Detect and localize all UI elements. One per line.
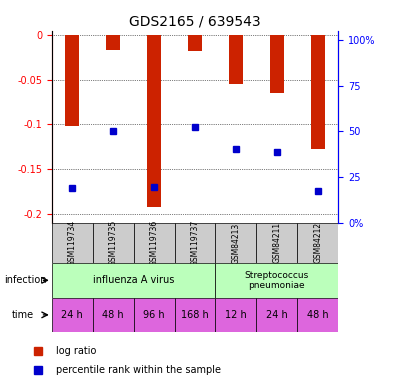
Text: 48 h: 48 h xyxy=(102,310,124,320)
FancyBboxPatch shape xyxy=(297,223,338,263)
FancyBboxPatch shape xyxy=(175,298,215,332)
Text: GSM84212: GSM84212 xyxy=(313,222,322,263)
FancyBboxPatch shape xyxy=(297,298,338,332)
Text: 96 h: 96 h xyxy=(143,310,165,320)
FancyBboxPatch shape xyxy=(215,298,256,332)
Bar xyxy=(311,35,325,149)
Bar xyxy=(270,35,284,93)
Bar xyxy=(65,35,79,126)
Text: 24 h: 24 h xyxy=(61,310,83,320)
Text: 12 h: 12 h xyxy=(225,310,247,320)
Title: GDS2165 / 639543: GDS2165 / 639543 xyxy=(129,14,261,28)
FancyBboxPatch shape xyxy=(52,298,93,332)
Bar xyxy=(188,35,202,51)
FancyBboxPatch shape xyxy=(215,223,256,263)
FancyBboxPatch shape xyxy=(215,263,338,298)
FancyBboxPatch shape xyxy=(93,223,134,263)
Text: GSM119736: GSM119736 xyxy=(150,220,158,266)
FancyBboxPatch shape xyxy=(256,298,297,332)
Text: GSM84211: GSM84211 xyxy=(272,222,281,263)
Bar xyxy=(229,35,243,84)
FancyBboxPatch shape xyxy=(93,298,134,332)
Text: GSM119735: GSM119735 xyxy=(109,220,118,266)
FancyBboxPatch shape xyxy=(175,223,215,263)
Text: time: time xyxy=(12,310,34,320)
FancyBboxPatch shape xyxy=(52,263,215,298)
Text: infection: infection xyxy=(4,275,47,285)
Text: GSM84213: GSM84213 xyxy=(232,222,240,263)
FancyBboxPatch shape xyxy=(256,223,297,263)
Text: 168 h: 168 h xyxy=(181,310,209,320)
Bar xyxy=(147,35,161,207)
Text: influenza A virus: influenza A virus xyxy=(93,275,174,285)
FancyBboxPatch shape xyxy=(134,223,175,263)
Text: percentile rank within the sample: percentile rank within the sample xyxy=(56,364,221,375)
Text: 24 h: 24 h xyxy=(266,310,288,320)
Bar xyxy=(106,35,120,50)
Text: GSM119737: GSM119737 xyxy=(191,220,199,266)
Text: 48 h: 48 h xyxy=(307,310,329,320)
FancyBboxPatch shape xyxy=(52,223,93,263)
FancyBboxPatch shape xyxy=(134,298,175,332)
Text: log ratio: log ratio xyxy=(56,346,96,356)
Text: Streptococcus
pneumoniae: Streptococcus pneumoniae xyxy=(245,271,309,290)
Text: GSM119734: GSM119734 xyxy=(68,220,77,266)
